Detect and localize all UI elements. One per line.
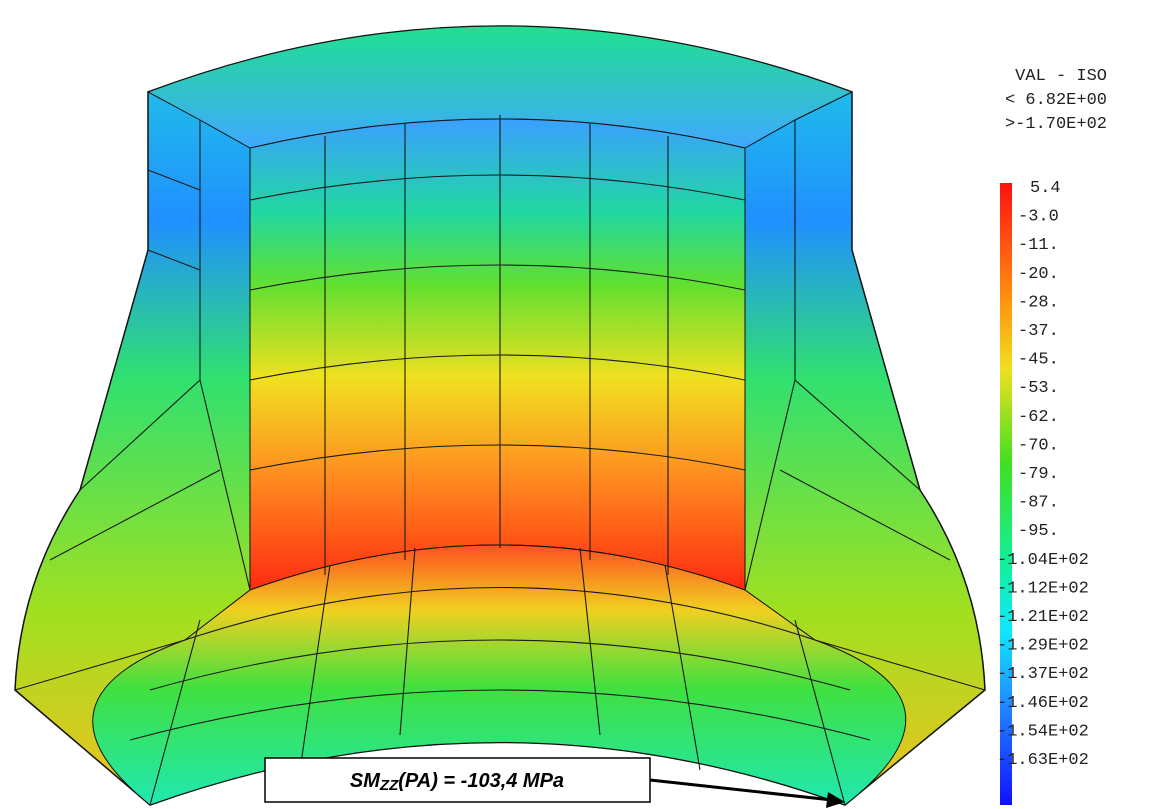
legend-label: -45. xyxy=(1018,351,1059,370)
annotation-subscript: ZZ xyxy=(379,777,399,794)
legend-min: >-1.70E+02 xyxy=(1005,115,1107,134)
legend-label: -62. xyxy=(1018,408,1059,427)
legend-label: -95. xyxy=(1018,522,1059,541)
legend: VAL - ISO < 6.82E+00 >-1.70E+02 5.4 -3.0 -… xyxy=(997,67,1107,805)
legend-label: -53. xyxy=(1018,379,1059,398)
legend-label: -1.63E+02 xyxy=(997,751,1089,770)
legend-label: -1.46E+02 xyxy=(997,694,1089,713)
legend-label: -1.54E+02 xyxy=(997,722,1089,741)
legend-label: -1.21E+02 xyxy=(997,608,1089,627)
legend-label: -20. xyxy=(1018,265,1059,284)
legend-max: < 6.82E+00 xyxy=(1005,91,1107,110)
legend-label: -1.37E+02 xyxy=(997,665,1089,684)
legend-label: 5.4 xyxy=(1030,179,1061,198)
page: VAL - ISO < 6.82E+00 >-1.70E+02 5.4 -3.0 -… xyxy=(0,0,1149,809)
legend-title: VAL - ISO xyxy=(1015,67,1107,86)
legend-label: -87. xyxy=(1018,494,1059,513)
legend-label: -79. xyxy=(1018,465,1059,484)
legend-label: -1.04E+02 xyxy=(997,551,1089,570)
legend-label: -28. xyxy=(1018,293,1059,312)
model xyxy=(15,26,985,805)
legend-label: -3.0 xyxy=(1018,208,1059,227)
legend-label: -11. xyxy=(1018,236,1059,255)
legend-label: -37. xyxy=(1018,322,1059,341)
legend-label: -1.29E+02 xyxy=(997,637,1089,656)
legend-label: -70. xyxy=(1018,436,1059,455)
annotation-prefix: SM xyxy=(350,770,381,792)
annotation-suffix: (PA) = -103,4 MPa xyxy=(398,770,564,792)
legend-label: -1.12E+02 xyxy=(997,579,1089,598)
